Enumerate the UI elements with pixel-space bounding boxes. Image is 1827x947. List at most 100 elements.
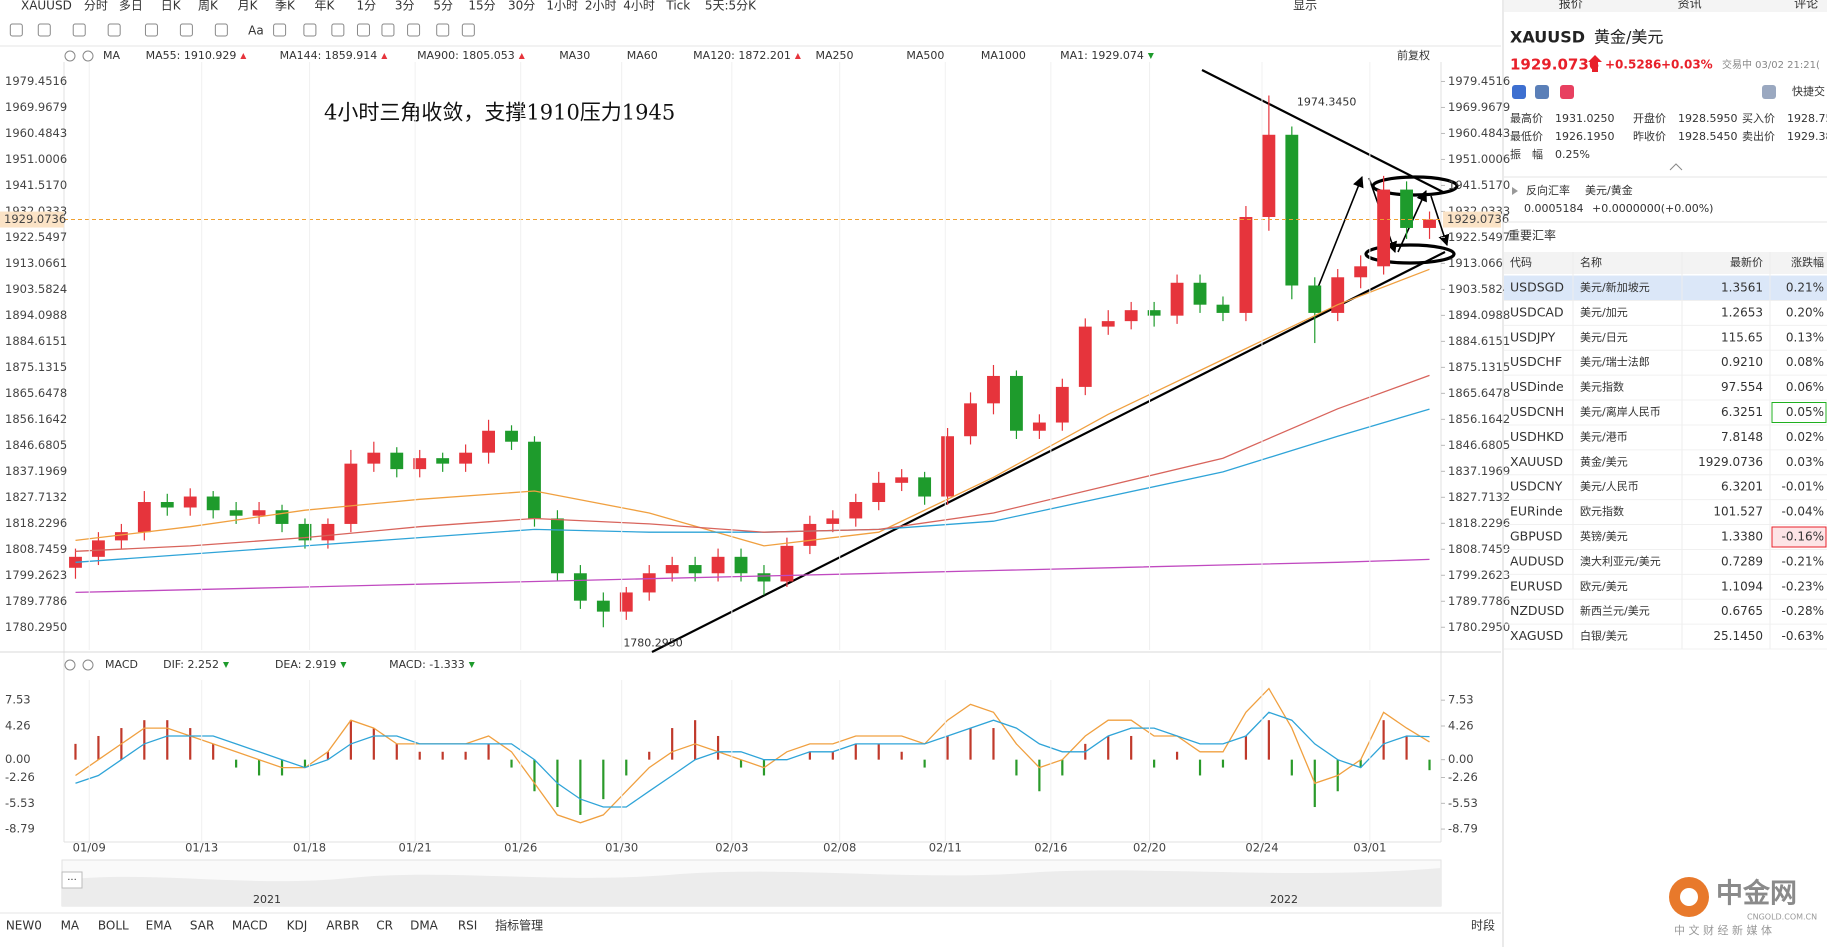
font-tool[interactable]: Aa [248,24,264,38]
y-tick-label-right: 1780.2950 [1448,620,1510,634]
indicator-tab[interactable]: RSI [458,919,478,933]
action-icon[interactable] [1512,85,1526,99]
adjust-button[interactable]: 前复权 [1397,48,1430,62]
candle-body [803,523,817,546]
timeframe-tab[interactable]: 分时 [84,0,108,13]
timeframe-tab[interactable]: 年K [315,0,336,13]
tool-icon[interactable] [273,23,287,37]
timeframe-tab[interactable]: 2小时 [585,0,617,13]
rate-row[interactable]: EURUSD 欧元/美元 1.1094 -0.23% [1504,578,1827,600]
tool-icon[interactable] [331,23,345,37]
panel-tab[interactable]: 报价 [1559,0,1583,11]
timeframe-tab[interactable]: XAUUSD [21,0,72,13]
rate-row[interactable]: USDSGD 美元/新加坡元 1.3561 0.21% [1504,275,1827,301]
rate-row[interactable]: USDCAD 美元/加元 1.2653 0.20% [1504,304,1827,326]
tool-icon[interactable] [461,23,475,37]
indicator-tab[interactable]: MACD [232,919,268,933]
rate-name: 欧元/美元 [1580,580,1628,593]
timeframe-tab[interactable]: 5天:5分K [705,0,757,13]
rate-price: 1.2653 [1721,305,1763,319]
timeframe-tab[interactable]: 30分 [508,0,535,13]
rate-code: USDinde [1510,379,1564,394]
bell-icon[interactable] [1762,85,1776,99]
legend-entry-inactive[interactable]: MA500 [906,49,944,62]
quick-trade[interactable]: 快捷交 [1792,84,1825,98]
rate-row[interactable]: USDJPY 美元/日元 115.65 0.13% [1504,329,1827,351]
rate-row[interactable]: AUDUSD 澳大利亚元/美元 0.7289 -0.21% [1504,553,1827,575]
candle-body [872,482,886,503]
tool-icon[interactable] [72,23,86,37]
close-icon[interactable] [82,659,94,671]
rate-row[interactable]: USDHKD 美元/港币 7.8148 0.02% [1504,429,1827,451]
rate-row[interactable]: USDCNH 美元/离岸人民币 6.3251 0.05% [1504,402,1827,426]
action-icon[interactable] [1535,85,1549,99]
indicator-tab[interactable]: NEW0 [6,919,42,933]
legend-entry-inactive[interactable]: MA30 [559,49,590,62]
tool-icon[interactable] [107,23,121,37]
y-tick-label-right: 1922.5497 [1448,230,1510,244]
rate-row[interactable]: GBPUSD 英镑/美元 1.3380 -0.16% [1504,526,1827,550]
indicator-tab[interactable]: MA [61,919,80,933]
y-tick-label-right: 1979.4516 [1448,74,1510,88]
tool-icon[interactable] [436,23,450,37]
rate-row[interactable]: EURinde 欧元指数 101.527 -0.04% [1504,504,1827,526]
legend-entry-inactive[interactable]: MA60 [627,49,658,62]
action-icon[interactable] [1560,85,1574,99]
candle-body [1170,282,1184,316]
timeframe-tab[interactable]: 5分 [433,0,453,13]
y-tick-label: 1818.2296 [5,516,67,530]
timeframe-tab[interactable]: 多日 [119,0,143,13]
collapse-chevron[interactable] [1669,163,1683,171]
timeframe-tab[interactable]: 3分 [395,0,415,13]
panel-tab[interactable]: 评论 [1794,0,1818,11]
tool-icon[interactable] [179,23,193,37]
rate-row[interactable]: XAGUSD 白银/美元 25.1450 -0.63% [1504,628,1827,650]
timeframe-tab[interactable]: 日K [161,0,182,13]
rate-row[interactable]: USDinde 美元指数 97.554 0.06% [1504,379,1827,401]
tool-icon[interactable] [214,23,228,37]
panel-tab[interactable]: 资讯 [1678,0,1702,11]
indicator-tab[interactable]: EMA [146,919,173,933]
candle-body [436,458,450,464]
indicator-tab[interactable]: 指标管理 [495,918,543,933]
indicator-tab[interactable]: SAR [190,919,214,933]
rate-name: 澳大利亚元/美元 [1580,554,1661,568]
legend-entry-inactive[interactable]: MA1000 [981,49,1026,62]
last-price-box [0,211,64,228]
settings-icon[interactable] [64,659,76,671]
y-tick-label-right: 1865.6478 [1448,386,1510,400]
navigator-handle[interactable] [61,871,83,889]
display-button[interactable]: 显示 [1293,0,1317,13]
settings-icon[interactable] [64,50,76,62]
rate-row[interactable]: XAUUSD 黄金/美元 1929.0736 0.03% [1504,454,1827,476]
timeframe-tab[interactable]: 1分 [356,0,376,13]
tool-icon[interactable] [37,23,51,37]
indicator-tab[interactable]: DMA [410,919,439,933]
session-button[interactable]: 时段 [1471,918,1495,933]
indicator-tab[interactable]: BOLL [98,919,129,933]
y-tick-label: 1903.5824 [5,282,67,296]
candle-body [780,545,794,582]
tool-icon[interactable] [303,23,317,37]
timeframe-tab[interactable]: 15分 [468,0,495,13]
timeframe-tab[interactable]: 季K [275,0,296,13]
indicator-tab[interactable]: KDJ [287,919,308,933]
timeframe-tab[interactable]: 月K [238,0,259,13]
timeframe-tab[interactable]: 1小时 [546,0,578,13]
close-icon[interactable] [82,50,94,62]
timeframe-tab[interactable]: Tick [665,0,690,13]
tool-icon[interactable] [407,23,421,37]
tool-icon[interactable] [356,23,370,37]
legend-entry-inactive[interactable]: MA250 [816,49,854,62]
tool-icon[interactable] [144,23,158,37]
candle-body [321,523,335,541]
rate-row[interactable]: USDCHF 美元/瑞士法郎 0.9210 0.08% [1504,354,1827,376]
rate-row[interactable]: USDCNY 美元/人民币 6.3201 -0.01% [1504,479,1827,501]
tool-icon[interactable] [9,23,23,37]
indicator-tab[interactable]: ARBR [326,919,359,933]
timeframe-tab[interactable]: 4小时 [623,0,655,13]
rate-row[interactable]: NZDUSD 新西兰元/美元 0.6765 -0.28% [1504,603,1827,625]
tool-icon[interactable] [381,23,395,37]
timeframe-tab[interactable]: 周K [198,0,219,13]
indicator-tab[interactable]: CR [376,919,393,933]
